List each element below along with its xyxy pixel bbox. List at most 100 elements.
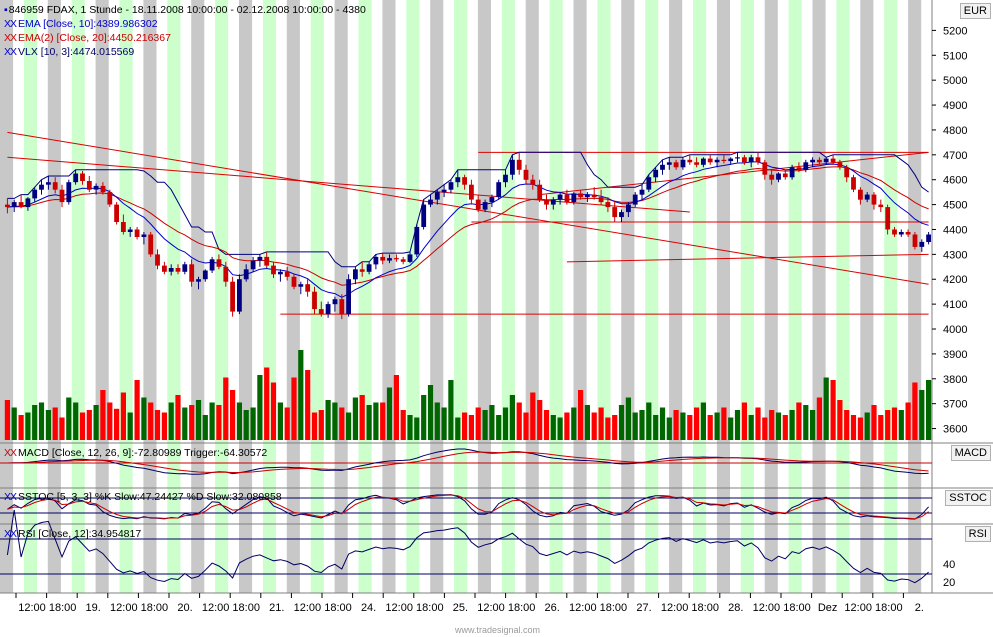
time-tick-label: 12:00 — [753, 602, 781, 614]
candle-body — [646, 177, 652, 190]
session-stripe — [430, 0, 444, 593]
volume-bar — [830, 380, 836, 440]
volume-bar — [755, 407, 761, 440]
volume-bar — [844, 410, 850, 440]
volume-bar — [659, 407, 666, 440]
price-tick-label: 4900 — [943, 100, 967, 112]
volume-bar — [175, 395, 181, 440]
candle-body — [871, 194, 877, 205]
candle-body — [441, 189, 447, 193]
candle-body — [216, 259, 222, 267]
volume-bar — [564, 412, 570, 440]
candle-body — [755, 157, 761, 163]
candle-body — [892, 229, 897, 235]
candle-body — [537, 184, 543, 200]
volume-bar — [107, 402, 113, 440]
volume-bar — [291, 377, 297, 440]
time-tick-label: 27. — [636, 602, 651, 614]
candle-body — [905, 232, 911, 235]
volume-bar — [748, 415, 754, 440]
candle-body — [100, 185, 106, 193]
trendline — [566, 253, 929, 263]
session-stripe — [549, 0, 563, 593]
volume-bar — [441, 407, 447, 440]
macd-legend[interactable]: XX MACD [Close, 12, 26, 9]:-72.80989 Trig… — [4, 447, 267, 459]
candle-body — [32, 189, 38, 199]
volume-bar — [496, 415, 502, 440]
volume-bar — [141, 397, 147, 440]
xx-marker-icon: XX — [4, 447, 17, 459]
candle-body — [694, 162, 699, 165]
volume-bar — [850, 415, 857, 440]
candle-body — [817, 159, 822, 163]
rsi-legend[interactable]: XX RSI [Close, 12]:34.954817 — [4, 528, 141, 540]
time-tick-label: 2. — [915, 602, 924, 614]
candle-body — [769, 174, 775, 180]
time-tick-label: 18:00 — [416, 602, 444, 614]
session-stripe — [167, 0, 181, 593]
candle-body — [912, 234, 918, 247]
candle-body — [837, 162, 843, 168]
volume-bar — [646, 402, 652, 440]
candle-body — [510, 159, 515, 175]
candle-body — [530, 179, 536, 185]
price-tick-label: 4600 — [943, 175, 967, 187]
candle-body — [919, 241, 925, 247]
ema2-legend[interactable]: XX EMA(2) [Close, 20]:4450.216367 — [4, 32, 171, 44]
price-tick-label: 4700 — [943, 150, 967, 162]
volume-bar — [455, 417, 461, 440]
volume-bar — [32, 405, 38, 440]
candle-body — [748, 157, 754, 163]
candle-body — [626, 204, 631, 213]
candle-body — [66, 182, 72, 203]
session-stripe — [239, 0, 253, 593]
candle-body — [782, 173, 788, 178]
volume-bar — [864, 412, 870, 440]
time-tick-label: 12:00 — [569, 602, 597, 614]
candle-body — [796, 167, 802, 170]
candle-body — [707, 158, 713, 163]
candle-body — [830, 158, 836, 163]
candle-body — [810, 159, 815, 163]
candle-body — [175, 268, 181, 272]
volume-bar — [134, 380, 140, 440]
candle-body — [325, 304, 331, 315]
candle-body — [359, 269, 365, 272]
session-stripes — [0, 0, 922, 593]
volume-bar — [578, 390, 584, 440]
ema-legend[interactable]: XX EMA [Close, 10]:4389.986302 — [4, 18, 158, 30]
session-stripe — [143, 0, 157, 593]
vlx-legend[interactable]: XX VLX [10, 3]:4474.015569 — [4, 46, 134, 58]
candle-body — [18, 202, 24, 208]
candle-body — [332, 299, 338, 305]
volume-bar — [605, 417, 611, 440]
volume-bar — [625, 397, 631, 440]
price-tick-label: 4100 — [943, 299, 967, 311]
candle-body — [455, 177, 461, 183]
volume-bar — [257, 375, 263, 440]
time-tick-label: 18:00 — [875, 602, 903, 614]
session-stripe — [477, 0, 491, 593]
candle-body — [844, 167, 850, 178]
sstoc-legend[interactable]: XX SSTOC [5, 3, 3] %K Slow:47.24427 %D Sl… — [4, 491, 282, 503]
candle-body — [742, 157, 747, 163]
volume-bar — [700, 402, 706, 440]
ema2-line — [7, 166, 929, 286]
candle-body — [230, 281, 235, 312]
volume-bar — [427, 385, 434, 440]
volume-bar — [373, 402, 379, 440]
volume-bar — [502, 407, 509, 440]
candle-body — [653, 169, 659, 178]
xx-marker-icon: XX — [4, 528, 17, 540]
volume-bar — [223, 377, 229, 440]
volume-bar — [386, 387, 393, 440]
volume-bar — [339, 407, 345, 440]
volume-bar — [434, 402, 440, 440]
volume-bar — [52, 407, 58, 440]
volume-bar — [182, 407, 188, 440]
session-stripe — [764, 0, 778, 593]
candle-body — [107, 192, 113, 205]
candle-body — [39, 184, 44, 190]
candle-body — [284, 271, 290, 277]
